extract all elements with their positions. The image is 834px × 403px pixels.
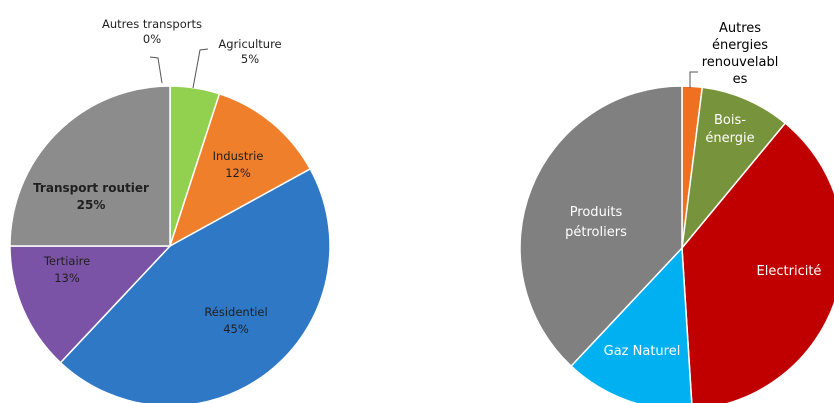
slice-label-tertiaire-2: 13%	[54, 271, 80, 285]
slice-label-agriculture-1: Agriculture	[218, 37, 281, 51]
slice-label-autres-energies-renouvelables-1: Autres	[719, 21, 761, 36]
slice-label-autres-transports-2: 0%	[143, 32, 161, 46]
slice-label-gaz-naturel: Gaz Naturel	[604, 344, 681, 359]
slice-label-residentiel-2: 45%	[223, 322, 249, 336]
leader-line-autres-energies-renouvelables	[689, 71, 698, 88]
slice-label-industrie-1: Industrie	[213, 149, 264, 163]
pie-slice-electricite	[681, 122, 834, 403]
pie-slice-bois-energie	[680, 86, 787, 251]
slice-label-electricite: Electricité	[757, 264, 822, 279]
pie-slice-residentiel	[59, 167, 331, 403]
leader-line-agriculture	[192, 48, 209, 89]
pie-slice-gaz-naturel	[570, 246, 693, 403]
pie-slice-tertiaire	[9, 245, 172, 364]
slice-label-produits-petroliers-2: pétroliers	[565, 225, 627, 240]
slice-label-bois-energie-2: énergie	[705, 131, 754, 146]
slice-label-agriculture-2: 5%	[241, 52, 259, 66]
slice-label-autres-energies-renouvelables-2: énergies	[712, 38, 768, 53]
pie-slice-industrie	[168, 92, 312, 248]
pie-slice-transport-routier	[9, 85, 171, 247]
slice-label-residentiel-1: Résidentiel	[204, 305, 267, 319]
slice-label-tertiaire-1: Tertiaire	[43, 254, 90, 268]
leader-line-autres-transports	[149, 56, 163, 84]
slice-label-transport-routier-2: 25%	[77, 198, 106, 212]
slice-label-autres-transports-1: Autres transports	[102, 17, 202, 31]
slice-label-bois-energie-1: Bois-	[714, 113, 746, 128]
pie-slice-produits-petroliers	[519, 85, 683, 368]
slice-label-autres-energies-renouvelables-3: renouvelabl	[702, 55, 779, 70]
pie-chart-consumption-by-energy: Autres énergies renouvelabl es Bois-énergie E…	[519, 21, 834, 403]
slice-label-autres-energies-renouvelables-4: es	[733, 72, 748, 87]
slice-label-industrie-2: 12%	[225, 166, 251, 180]
slice-label-produits-petroliers-1: Produits	[570, 205, 623, 220]
slice-label-transport-routier-1: Transport routier	[33, 181, 149, 195]
